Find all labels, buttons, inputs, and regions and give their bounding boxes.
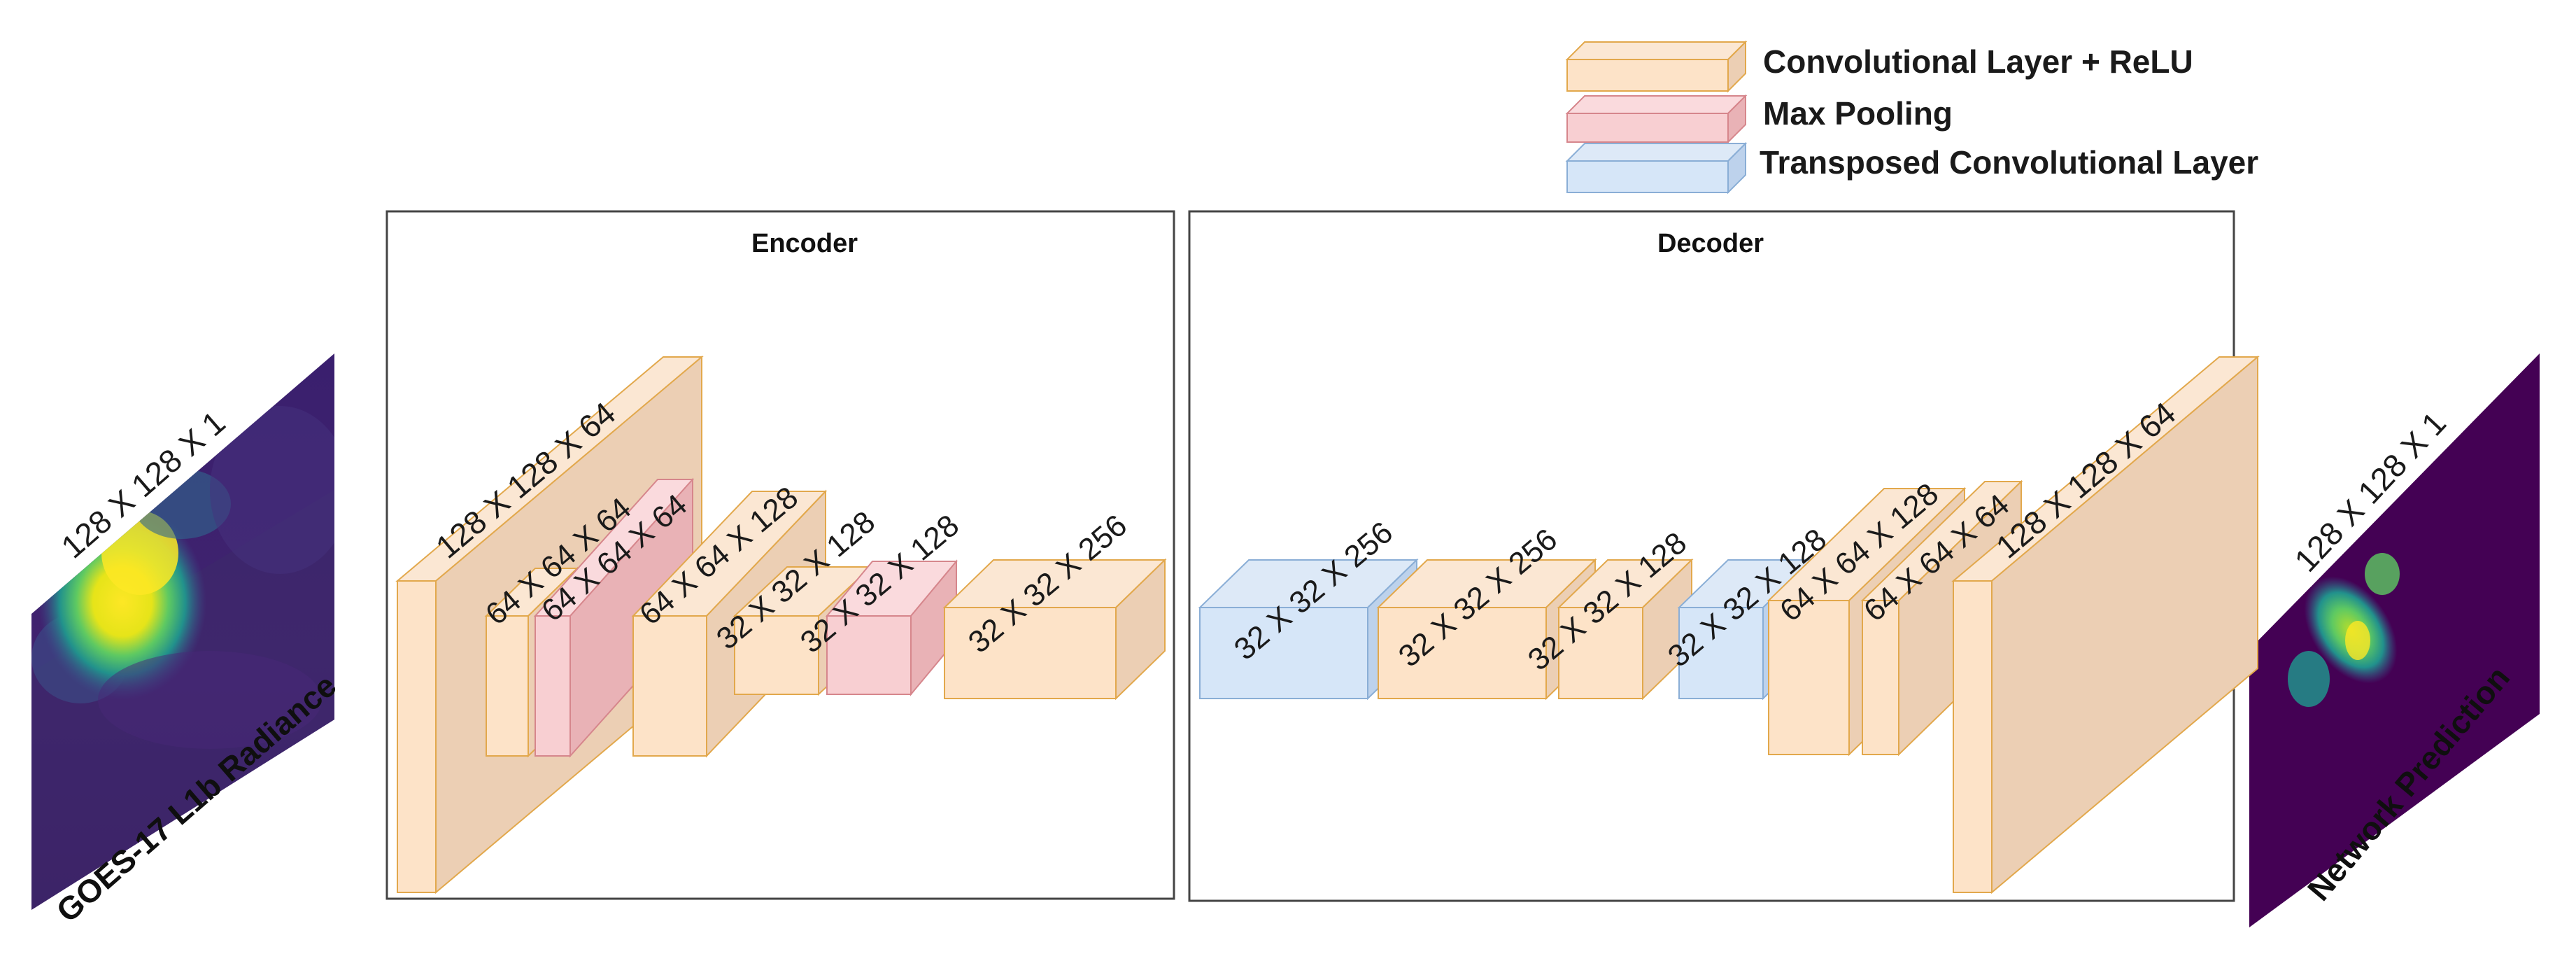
decoder-layer-3-conv-block [1557, 558, 1694, 701]
encoder-layer-6-pool-block [825, 559, 958, 696]
block-front-face [1678, 607, 1764, 699]
encoder-layer-7-conv-block [942, 558, 1167, 701]
block-front-face [944, 607, 1117, 699]
block-front-face [1378, 607, 1547, 699]
decoder-layer-7-conv-block [1951, 355, 2260, 895]
block-front-face [1768, 600, 1850, 755]
legend-tconv-label: Transposed Convolutional Layer [1760, 144, 2258, 181]
legend-tconv-swatch [1565, 141, 1748, 195]
block-front-face [486, 615, 529, 757]
block-front-face [734, 615, 819, 695]
block-front-face [535, 615, 571, 757]
legend-conv-label: Convolutional Layer + ReLU [1763, 43, 2193, 80]
block-front-face [1862, 600, 1899, 755]
encoder-box [385, 210, 1175, 900]
block-front-face [826, 615, 912, 695]
block-front-face [632, 615, 707, 757]
legend-pool-swatch [1565, 94, 1748, 144]
output-heatmap [2249, 353, 2540, 927]
legend: Convolutional Layer + ReLU Max Pooling T… [1565, 40, 2258, 195]
encoder-title: Encoder [751, 229, 858, 258]
block-front-face [397, 580, 437, 893]
block-front-face [1953, 580, 1993, 893]
legend-pool-label: Max Pooling [1763, 95, 1953, 132]
block-front-face [1199, 607, 1368, 699]
block-front-face [1558, 607, 1643, 699]
legend-conv-swatch [1565, 40, 1748, 93]
decoder-title: Decoder [1657, 229, 1764, 258]
encoder-layer-3-pool-block [533, 477, 695, 758]
